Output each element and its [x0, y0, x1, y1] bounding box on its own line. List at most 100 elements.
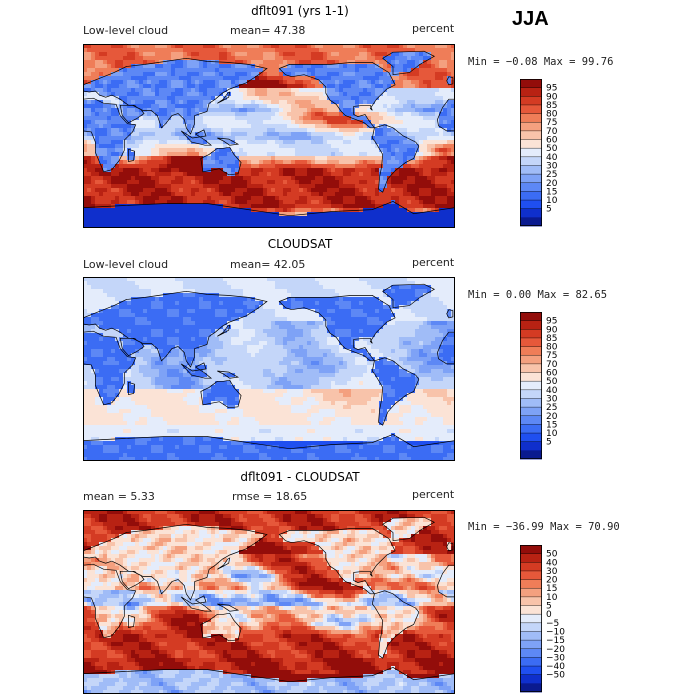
colorbar-3-tick-label: 20: [546, 576, 558, 586]
colorbar-3-tick-label: 0: [546, 610, 552, 620]
colorbar-2-box-6: [520, 363, 542, 373]
colorbar-2-tick-label: 30: [546, 394, 558, 404]
colorbar-3-box-16: [520, 683, 542, 693]
colorbar-3-tick-label: −5: [546, 619, 559, 629]
colorbar-3-box-4: [520, 579, 542, 589]
colorbar-3-box-7: [520, 605, 542, 615]
colorbar-3-box-6: [520, 596, 542, 606]
colorbar-1-tick-label: 20: [546, 179, 558, 189]
colorbar-1-tick-label: 95: [546, 84, 557, 94]
panel-2-title: CLOUDSAT: [267, 237, 333, 251]
colorbar-2-box-8: [520, 381, 542, 391]
colorbar-2-tick-label: 85: [546, 334, 557, 344]
colorbar-3-tick-label: 5: [546, 602, 552, 612]
colorbar-1-box-2: [520, 96, 542, 106]
colorbar-1-box-12: [520, 182, 542, 192]
colorbar-3-box-9: [520, 622, 542, 632]
colorbar-1-box-3: [520, 104, 542, 114]
colorbar-2-box-7: [520, 372, 542, 382]
colorbar-2-tick-label: 75: [546, 351, 557, 361]
panel-1-variable-label: Low-level cloud: [83, 24, 169, 37]
season-label: JJA: [512, 8, 549, 30]
colorbar-3-box-11: [520, 640, 542, 650]
colorbar-2-box-11: [520, 407, 542, 417]
colorbar-2-tick-label: 80: [546, 343, 558, 353]
colorbar-1-tick-label: 5: [546, 205, 552, 215]
panel-2-mean: mean= 42.05: [230, 258, 306, 271]
colorbar-1-tick-label: 60: [546, 136, 558, 146]
panel-3-map: [83, 510, 455, 694]
colorbar-1-tick-label: 15: [546, 187, 557, 197]
colorbar-1-box-10: [520, 165, 542, 175]
colorbar-3-box-13: [520, 657, 542, 667]
colorbar-2-tick-label: 25: [546, 403, 557, 413]
colorbar-1-box-6: [520, 130, 542, 140]
colorbar-2-box-3: [520, 337, 542, 347]
colorbar-3-box-5: [520, 588, 542, 598]
colorbar-2-tick-label: 50: [546, 377, 558, 387]
colorbar-2-tick-label: 90: [546, 325, 558, 335]
colorbar-3-tick-label: −30: [546, 653, 565, 663]
colorbar-1-tick-label: 70: [546, 127, 558, 137]
panel-2-units: percent: [412, 256, 455, 269]
colorbar-3-tick-label: −15: [546, 636, 565, 646]
colorbar-1-tick-label: 10: [546, 196, 558, 206]
panel-1-mean: mean= 47.38: [230, 24, 306, 37]
colorbar-2-box-2: [520, 329, 542, 339]
colorbar-2-box-15: [520, 441, 542, 451]
panel-2-variable-label: Low-level cloud: [83, 258, 169, 271]
colorbar-2-tick-label: 15: [546, 420, 557, 430]
colorbar-3-tick-label: 30: [546, 567, 558, 577]
colorbar-2-box-0: [520, 312, 542, 322]
colorbar-2-box-5: [520, 355, 542, 365]
colorbar-3-box-3: [520, 570, 542, 580]
colorbar-3-tick-label: 50: [546, 550, 558, 560]
colorbar-1-box-16: [520, 217, 542, 227]
colorbar-3-tick-label: 15: [546, 584, 557, 594]
colorbar-2-tick-label: 60: [546, 369, 558, 379]
colorbar-3-box-15: [520, 674, 542, 684]
panel-3-mean: mean = 5.33: [83, 490, 155, 503]
colorbar-1-box-8: [520, 148, 542, 158]
colorbar-1-box-13: [520, 191, 542, 201]
colorbar-1-tick-label: 85: [546, 101, 557, 111]
colorbar-1-tick-label: 30: [546, 161, 558, 171]
colorbar-3-box-2: [520, 562, 542, 572]
panel-1-units: percent: [412, 22, 455, 35]
colorbar-1-box-15: [520, 208, 542, 218]
colorbar-1-tick-label: 75: [546, 118, 557, 128]
colorbar-2-box-13: [520, 424, 542, 434]
colorbar-1-tick-label: 50: [546, 144, 558, 154]
panel-1-map: [83, 44, 455, 228]
colorbar-2-tick-label: 95: [546, 317, 557, 327]
panel-1-min-max: Min = −0.08 Max = 99.76: [468, 56, 614, 68]
panel-2-map: [83, 277, 455, 461]
colorbar-1-tick-label: 80: [546, 110, 558, 120]
panel-3-min-max: Min = −36.99 Max = 70.90: [468, 521, 620, 533]
colorbar-1-box-1: [520, 87, 542, 97]
panel-3-units: percent: [412, 488, 455, 501]
colorbar-3-box-14: [520, 666, 542, 676]
colorbar-3-tick-label: −10: [546, 627, 565, 637]
colorbar-3-box-0: [520, 545, 542, 555]
panel-3-title: dflt091 - CLOUDSAT: [240, 470, 360, 484]
colorbar-3-tick-label: 10: [546, 593, 558, 603]
colorbar-3-box-8: [520, 614, 542, 624]
colorbar-1-box-0: [520, 79, 542, 89]
colorbar-2-box-9: [520, 389, 542, 399]
colorbar-1-tick-label: 90: [546, 92, 558, 102]
colorbar-2-box-4: [520, 346, 542, 356]
colorbar-1-box-14: [520, 200, 542, 210]
colorbar-1-tick-label: 25: [546, 170, 557, 180]
colorbar-3-box-12: [520, 648, 542, 658]
colorbar-3-box-10: [520, 631, 542, 641]
panel-2-min-max: Min = 0.00 Max = 82.65: [468, 289, 608, 301]
colorbar-2-box-12: [520, 415, 542, 425]
colorbar-3-tick-label: −20: [546, 645, 565, 655]
colorbar-1-box-7: [520, 139, 542, 149]
colorbar-2-box-14: [520, 433, 542, 443]
colorbar-2-tick-label: 20: [546, 412, 558, 422]
